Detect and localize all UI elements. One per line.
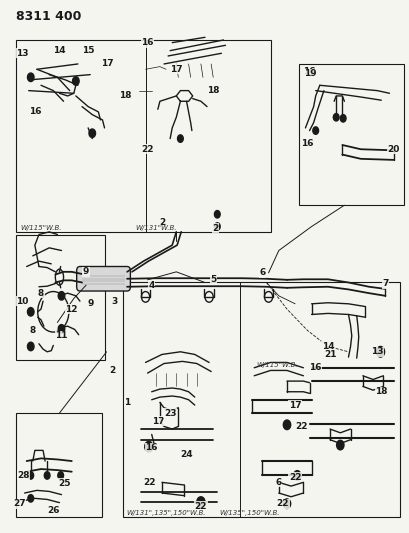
Text: 2: 2 <box>211 224 218 232</box>
Text: 18: 18 <box>207 86 219 95</box>
Text: 17: 17 <box>101 60 113 68</box>
Circle shape <box>27 342 34 351</box>
Circle shape <box>283 420 290 430</box>
Circle shape <box>89 129 95 138</box>
Text: W/115"W.B.: W/115"W.B. <box>256 362 297 368</box>
Text: 22: 22 <box>276 499 288 508</box>
Text: 24: 24 <box>180 450 192 458</box>
Text: 4: 4 <box>148 281 155 289</box>
Circle shape <box>72 77 79 85</box>
Circle shape <box>375 346 384 357</box>
Text: 10: 10 <box>16 297 29 305</box>
Text: 22: 22 <box>143 478 155 487</box>
Text: 13: 13 <box>370 348 382 356</box>
Text: 6: 6 <box>275 478 281 487</box>
Circle shape <box>339 115 345 122</box>
Text: 7: 7 <box>381 279 388 288</box>
Circle shape <box>58 472 63 479</box>
Text: W/115"W.B.: W/115"W.B. <box>20 225 62 231</box>
Circle shape <box>44 472 50 479</box>
Bar <box>123 282 399 517</box>
Text: 20: 20 <box>387 145 399 154</box>
Circle shape <box>27 73 34 82</box>
Text: W/131"W.B.: W/131"W.B. <box>135 225 176 231</box>
Circle shape <box>283 499 290 508</box>
FancyBboxPatch shape <box>76 266 130 291</box>
Circle shape <box>196 497 204 507</box>
Text: 8: 8 <box>38 289 44 297</box>
Text: 1: 1 <box>124 398 130 407</box>
Text: 16: 16 <box>309 364 321 372</box>
Text: 8: 8 <box>29 326 36 335</box>
Circle shape <box>312 127 318 134</box>
Text: 6: 6 <box>258 269 265 277</box>
Circle shape <box>28 495 34 502</box>
Text: 18: 18 <box>119 92 131 100</box>
Text: 16: 16 <box>29 108 41 116</box>
Text: 13: 13 <box>16 49 29 58</box>
Text: 14: 14 <box>321 342 333 351</box>
Text: 18: 18 <box>374 387 387 396</box>
Circle shape <box>28 472 34 479</box>
Circle shape <box>27 308 34 316</box>
Circle shape <box>144 441 153 452</box>
Circle shape <box>197 498 204 506</box>
Circle shape <box>293 471 300 480</box>
Circle shape <box>58 325 65 333</box>
Text: 2: 2 <box>158 219 165 227</box>
Text: 14: 14 <box>53 46 65 55</box>
Circle shape <box>333 114 338 121</box>
Text: 27: 27 <box>13 499 26 508</box>
Text: 23: 23 <box>164 409 176 417</box>
Text: W/131",135",150"W.B.: W/131",135",150"W.B. <box>126 510 205 516</box>
Bar <box>299 64 403 205</box>
Text: W/135",150"W.B.: W/135",150"W.B. <box>219 510 279 516</box>
Text: 16: 16 <box>303 68 315 76</box>
Circle shape <box>58 292 65 300</box>
Bar <box>16 40 270 232</box>
Text: 11: 11 <box>55 332 67 340</box>
Bar <box>16 235 104 360</box>
Text: 9: 9 <box>83 268 89 276</box>
Text: 12: 12 <box>65 305 78 313</box>
Circle shape <box>214 223 220 230</box>
Text: 22: 22 <box>194 502 207 511</box>
Text: 17: 17 <box>288 401 301 409</box>
Text: 16: 16 <box>301 140 313 148</box>
Text: 21: 21 <box>323 350 335 359</box>
Text: 16: 16 <box>141 38 153 47</box>
Circle shape <box>214 211 220 218</box>
Text: 17: 17 <box>170 65 182 74</box>
Text: 22: 22 <box>294 422 307 431</box>
Text: 16: 16 <box>145 443 157 452</box>
Bar <box>16 413 102 517</box>
Text: 22: 22 <box>288 473 301 481</box>
Circle shape <box>336 440 343 450</box>
Text: 15: 15 <box>82 46 94 55</box>
Text: 8311 400: 8311 400 <box>16 10 81 22</box>
Text: 5: 5 <box>209 276 216 284</box>
Text: 9: 9 <box>87 300 93 308</box>
Text: 3: 3 <box>111 297 118 305</box>
Text: 28: 28 <box>18 471 30 480</box>
Circle shape <box>177 135 183 142</box>
Text: 17: 17 <box>151 417 164 425</box>
Text: 22: 22 <box>141 145 153 154</box>
Text: 26: 26 <box>47 506 59 515</box>
Text: 25: 25 <box>58 479 71 488</box>
Text: 19: 19 <box>303 69 315 78</box>
Text: 2: 2 <box>109 366 116 375</box>
